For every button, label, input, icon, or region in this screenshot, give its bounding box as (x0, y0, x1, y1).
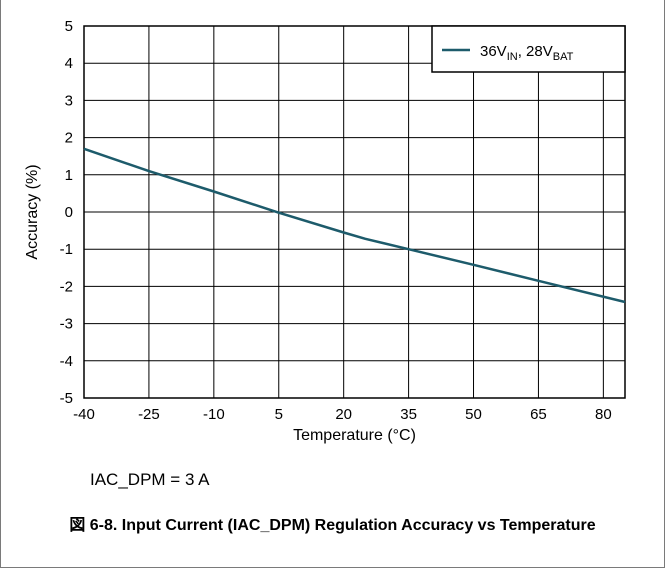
y-axis-title: Accuracy (%) (24, 164, 41, 259)
y-tick-label-8: 3 (65, 92, 73, 109)
figure-caption: 図 6-8. Input Current (IAC_DPM) Regulatio… (69, 517, 596, 534)
y-tick-label-4: -1 (60, 241, 73, 258)
x-tick-label-5: 35 (400, 406, 417, 423)
y-tick-label-5: 0 (65, 204, 73, 221)
y-tick-labels: -5 -4 -3 -2 -1 0 1 2 3 4 5 (60, 18, 73, 407)
y-tick-label-7: 2 (65, 130, 73, 147)
grid-lines (83, 25, 626, 399)
x-tick-label-3: 5 (275, 406, 283, 423)
test-condition: IAC_DPM = 3 A (90, 470, 210, 489)
x-tick-label-4: 20 (335, 406, 352, 423)
series-line (83, 147, 626, 304)
x-tick-label-1: -25 (138, 406, 160, 423)
x-tick-label-6: 50 (465, 406, 482, 423)
x-tick-label-8: 80 (595, 406, 612, 423)
y-tick-label-9: 4 (65, 55, 73, 72)
legend: 36VIN, 28VBAT (431, 25, 626, 73)
x-tick-label-7: 65 (530, 406, 547, 423)
x-tick-labels: -40 -25 -10 5 20 35 50 65 80 (73, 406, 612, 423)
plot-area (83, 25, 626, 399)
x-tick-label-0: -40 (73, 406, 95, 423)
y-tick-label-3: -2 (60, 278, 73, 295)
y-tick-label-1: -4 (60, 353, 73, 370)
y-tick-label-10: 5 (65, 18, 73, 35)
y-tick-label-6: 1 (65, 167, 73, 184)
y-tick-label-0: -5 (60, 390, 73, 407)
x-tick-label-2: -10 (203, 406, 225, 423)
legend-label: 36VIN, 28VBAT (480, 43, 574, 63)
x-axis-title: Temperature (°C) (293, 427, 416, 444)
y-tick-label-2: -3 (60, 316, 73, 333)
